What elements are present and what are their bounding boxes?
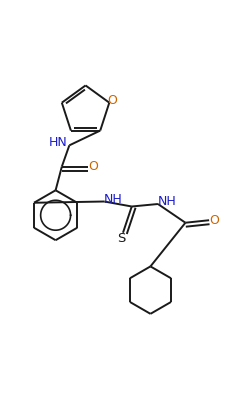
Text: O: O <box>107 94 117 107</box>
Text: NH: NH <box>103 192 122 206</box>
Text: HN: HN <box>48 136 67 150</box>
Text: S: S <box>116 233 125 245</box>
Text: NH: NH <box>157 195 175 208</box>
Text: O: O <box>88 160 98 173</box>
Text: O: O <box>209 214 219 227</box>
